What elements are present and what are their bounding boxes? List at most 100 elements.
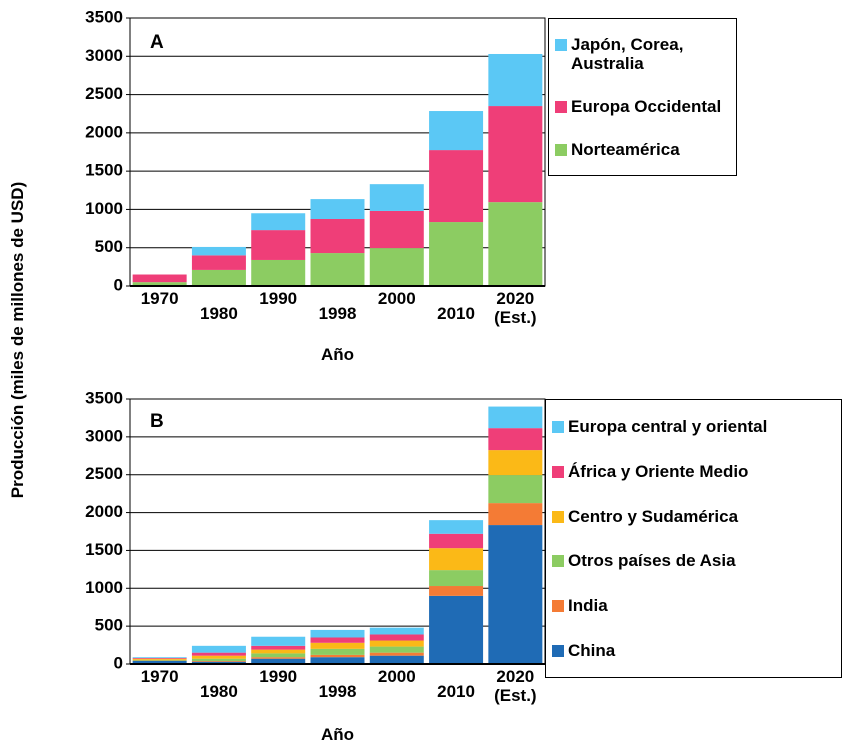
legend-label: Norteamérica [571,140,680,159]
legend-swatch [552,555,564,568]
bar-segment [369,646,424,653]
y-tick-label: 3500 [85,7,123,26]
legend-entry: Europa Occidental [555,97,730,116]
legend-label: Centro y Sudamérica [568,506,739,526]
x-tick-label: 1990 [259,289,298,308]
bar-segment [191,645,246,653]
bar-segment [132,282,187,286]
y-axis-title: Producción (miles de millones de USD) [8,181,27,499]
bar-segment [429,222,484,286]
x-tick-label: 2000 [377,289,416,308]
y-tick-label: 0 [114,275,123,294]
legend-swatch [552,465,564,478]
y-tick-label: 1000 [85,199,123,218]
x-tick-label: 2020 (Est.) [494,667,537,705]
legend-swatch [555,39,567,51]
legend-entry: África y Oriente Medio [552,462,835,481]
legend-label: Japón, Corea, Australia [571,35,684,73]
legend-label: Europa Occidental [571,97,722,116]
bar-segment [488,53,543,107]
bar-segment [369,627,424,635]
legend-label: África y Oriente Medio [568,461,749,481]
bar-segment [132,658,187,660]
bar-segment [429,150,484,223]
y-tick-label: 3500 [85,388,123,407]
bar-segment [251,213,306,231]
bar-segment [310,629,365,638]
legend-label: Europa central y oriental [568,416,768,436]
bar-segment [191,246,246,256]
bar-segment [310,637,365,643]
x-tick-label: 2010 [437,682,475,701]
x-tick-label: 1980 [200,304,238,323]
bar-segment [132,657,187,658]
bar-segment [191,661,246,664]
x-tick-label: 2020 (Est.) [494,289,537,327]
bar-segment [369,248,424,286]
legend-swatch [555,101,567,113]
bar-segment [191,658,246,661]
legend-entry: Japón, Corea, Australia [555,35,730,73]
bar-segment [191,655,246,659]
legend-label: Otros países de Asia [568,551,736,571]
x-tick-label: 1970 [140,289,179,308]
legend-label: China [568,641,616,661]
bar-segment [191,660,246,662]
bar-segment [488,106,543,203]
bar-segment [488,428,543,451]
legend-swatch [552,600,564,613]
y-tick-label: 2000 [85,122,123,141]
bar-segment [251,658,306,664]
legend-entry: Centro y Sudamérica [552,507,835,526]
legend-swatch [552,645,564,658]
legend-label: India [568,596,608,616]
y-tick-label: 2500 [85,464,123,483]
bar-segment [310,219,365,254]
bar-segment [132,659,187,661]
y-tick-label: 500 [95,237,123,256]
y-tick-label: 3000 [85,46,123,65]
bar-segment [429,586,484,596]
legend: Japón, Corea, Australia Europa Occidental… [548,18,737,176]
bar-segment [191,652,246,656]
legend-entry: Otros países de Asia [552,551,835,570]
x-tick-label: 1998 [318,304,357,323]
x-tick-label: 1990 [259,667,298,686]
bar-segment [488,525,543,664]
y-tick-label: 2500 [85,84,123,103]
bar-segment [132,657,187,659]
bar-segment [429,533,484,549]
bar-segment [310,654,365,658]
y-tick-label: 1500 [85,161,123,180]
legend-entry: India [552,596,835,615]
bar-segment [369,640,424,647]
bar-segment [310,199,365,219]
legend-swatch [555,144,567,156]
bar-segment [369,634,424,641]
legend-entry: Norteamérica [555,140,730,159]
x-tick-label: 2000 [377,667,416,686]
y-tick-label: 1500 [85,540,123,559]
bar-segment [429,595,484,664]
bar-segment [488,475,543,504]
bar-segment [310,253,365,286]
x-axis-title: Año [320,725,355,744]
bar-segment [251,230,306,260]
bar-segment [310,648,365,655]
bar-segment [369,184,424,211]
y-tick-label: 3000 [85,426,123,445]
bar-segment [132,660,187,664]
legend-entry: Europa central y oriental [552,417,835,436]
bar-segment [429,520,484,534]
bar-segment [251,653,306,658]
bar-segment [488,202,543,286]
y-tick-label: 0 [114,653,123,672]
x-tick-label: 2010 [437,304,475,323]
x-tick-label: 1970 [140,667,179,686]
bar-segment [251,636,306,646]
bar-segment [429,570,484,587]
bar-segment [251,649,306,654]
bar-segment [429,548,484,571]
panel-label: B [150,411,164,432]
